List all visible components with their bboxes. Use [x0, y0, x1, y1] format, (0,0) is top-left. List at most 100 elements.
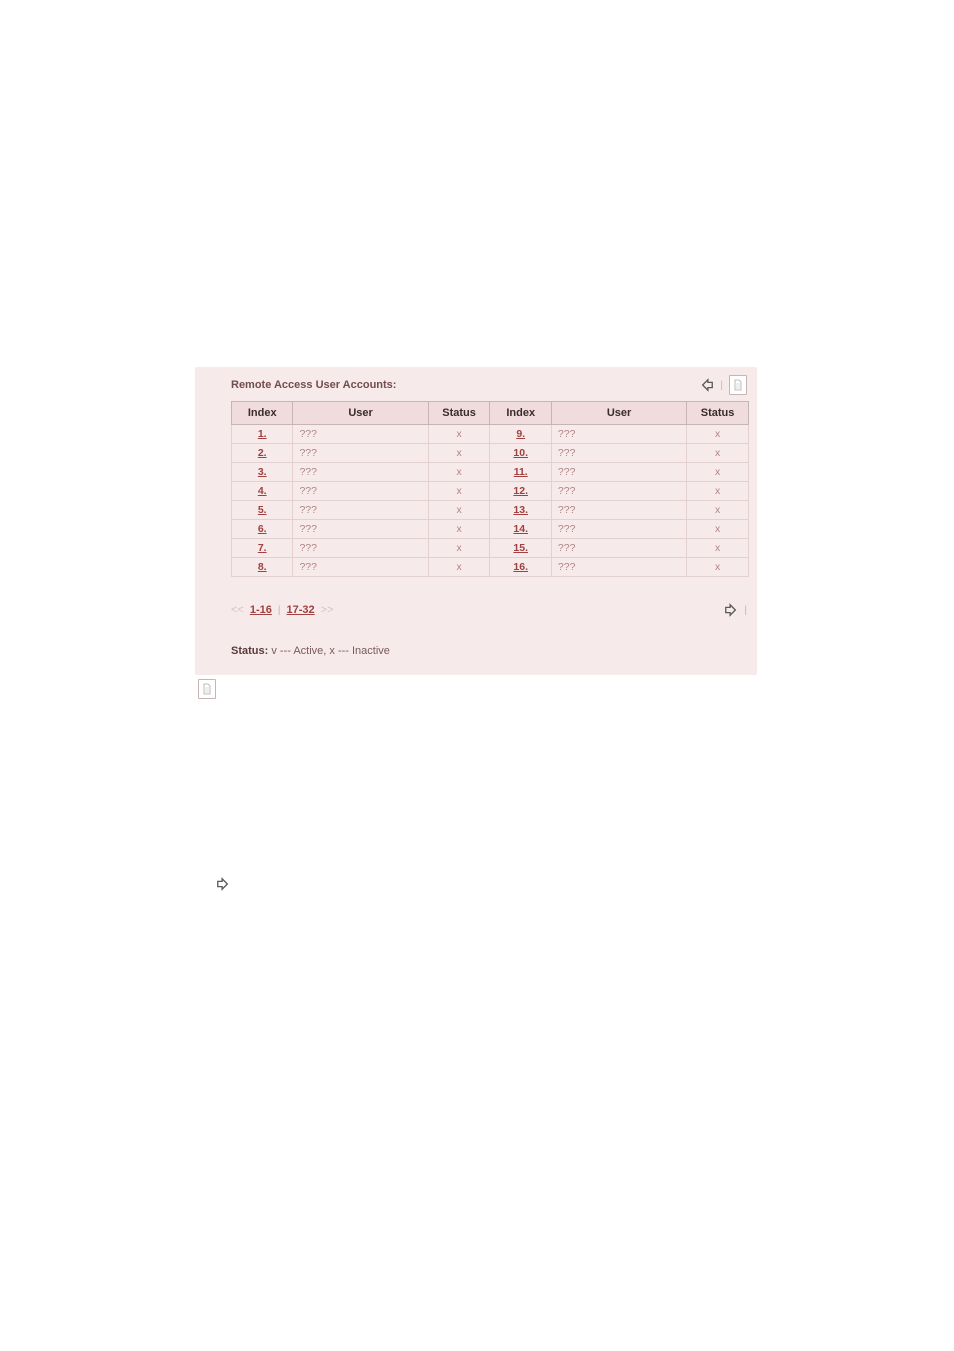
panel-title: Remote Access User Accounts: [231, 379, 396, 391]
table-header-row: Index User Status Index User Status [232, 402, 749, 425]
table-row: 1.???x9.???x [232, 425, 749, 444]
legend-text: v --- Active, x --- Inactive [268, 645, 390, 657]
col-user-left: User [293, 402, 428, 425]
index-link[interactable]: 8. [258, 561, 267, 573]
cell-status: x [428, 482, 490, 501]
cell-user: ??? [293, 558, 428, 577]
table-row: 7.???x15.???x [232, 539, 749, 558]
legend-label: Status: [231, 645, 268, 657]
cell-status: x [428, 425, 490, 444]
cell-status: x [687, 425, 749, 444]
cell-index: 11. [490, 463, 551, 482]
cell-user: ??? [293, 425, 428, 444]
col-status-left: Status [428, 402, 490, 425]
cell-index: 6. [232, 520, 293, 539]
index-link[interactable]: 2. [258, 447, 267, 459]
index-link[interactable]: 4. [258, 485, 267, 497]
table-row: 5.???x13.???x [232, 501, 749, 520]
cell-status: x [687, 520, 749, 539]
cell-status: x [428, 501, 490, 520]
index-link[interactable]: 5. [258, 504, 267, 516]
cell-status: x [687, 463, 749, 482]
cell-status: x [687, 539, 749, 558]
index-link[interactable]: 1. [258, 428, 267, 440]
cell-user: ??? [551, 501, 686, 520]
pager-page-2[interactable]: 17-32 [287, 604, 315, 616]
back-arrow-icon[interactable] [700, 378, 714, 392]
cell-user: ??? [551, 425, 686, 444]
cell-status: x [428, 539, 490, 558]
cell-index: 16. [490, 558, 551, 577]
cell-status: x [428, 444, 490, 463]
forward-arrow-icon[interactable] [216, 877, 230, 891]
cell-user: ??? [551, 539, 686, 558]
cell-index: 14. [490, 520, 551, 539]
cell-user: ??? [293, 482, 428, 501]
cell-index: 10. [490, 444, 551, 463]
table-row: 3.???x11.???x [232, 463, 749, 482]
cell-index: 9. [490, 425, 551, 444]
cell-index: 8. [232, 558, 293, 577]
pager-left: << 1-16 | 17-32 >> [231, 604, 334, 616]
pager: << 1-16 | 17-32 >> | [195, 585, 757, 625]
index-link[interactable]: 3. [258, 466, 267, 478]
cell-user: ??? [551, 444, 686, 463]
separator: | [720, 380, 723, 391]
document-icon[interactable] [198, 679, 216, 699]
cell-index: 3. [232, 463, 293, 482]
cell-status: x [428, 463, 490, 482]
forward-arrow-icon[interactable] [724, 603, 738, 617]
index-link[interactable]: 14. [513, 523, 528, 535]
cell-status: x [687, 482, 749, 501]
cell-status: x [428, 520, 490, 539]
cell-index: 2. [232, 444, 293, 463]
col-index-right: Index [490, 402, 551, 425]
header-icons: | [700, 375, 747, 395]
index-link[interactable]: 6. [258, 523, 267, 535]
status-legend: Status: v --- Active, x --- Inactive [195, 625, 757, 675]
cell-index: 5. [232, 501, 293, 520]
col-index-left: Index [232, 402, 293, 425]
index-link[interactable]: 10. [513, 447, 528, 459]
cell-index: 15. [490, 539, 551, 558]
cell-index: 12. [490, 482, 551, 501]
cell-user: ??? [293, 539, 428, 558]
cell-status: x [428, 558, 490, 577]
cell-index: 4. [232, 482, 293, 501]
cell-user: ??? [293, 520, 428, 539]
cell-status: x [687, 444, 749, 463]
pager-sep: | [278, 605, 281, 616]
panel-header: Remote Access User Accounts: | [195, 367, 757, 401]
cell-index: 7. [232, 539, 293, 558]
table-row: 2.???x10.???x [232, 444, 749, 463]
accounts-table: Index User Status Index User Status 1.??… [231, 401, 749, 577]
index-link[interactable]: 16. [513, 561, 528, 573]
cell-user: ??? [551, 482, 686, 501]
pager-page-1[interactable]: 1-16 [250, 604, 272, 616]
index-link[interactable]: 9. [516, 428, 525, 440]
cell-user: ??? [293, 463, 428, 482]
pager-next-marker: >> [321, 604, 334, 616]
document-icon[interactable] [729, 375, 747, 395]
pager-right: | [724, 603, 747, 617]
user-accounts-panel: Remote Access User Accounts: | Index Use… [195, 367, 757, 675]
index-link[interactable]: 12. [513, 485, 528, 497]
separator: | [744, 605, 747, 616]
cell-user: ??? [551, 463, 686, 482]
index-link[interactable]: 7. [258, 542, 267, 554]
cell-status: x [687, 501, 749, 520]
cell-user: ??? [551, 558, 686, 577]
index-link[interactable]: 11. [514, 466, 528, 478]
table-row: 4.???x12.???x [232, 482, 749, 501]
table-row: 6.???x14.???x [232, 520, 749, 539]
cell-user: ??? [551, 520, 686, 539]
index-link[interactable]: 15. [513, 542, 528, 554]
index-link[interactable]: 13. [513, 504, 528, 516]
pager-prev-marker: << [231, 604, 244, 616]
cell-user: ??? [293, 501, 428, 520]
table-row: 8.???x16.???x [232, 558, 749, 577]
cell-index: 1. [232, 425, 293, 444]
cell-index: 13. [490, 501, 551, 520]
cell-user: ??? [293, 444, 428, 463]
col-status-right: Status [687, 402, 749, 425]
